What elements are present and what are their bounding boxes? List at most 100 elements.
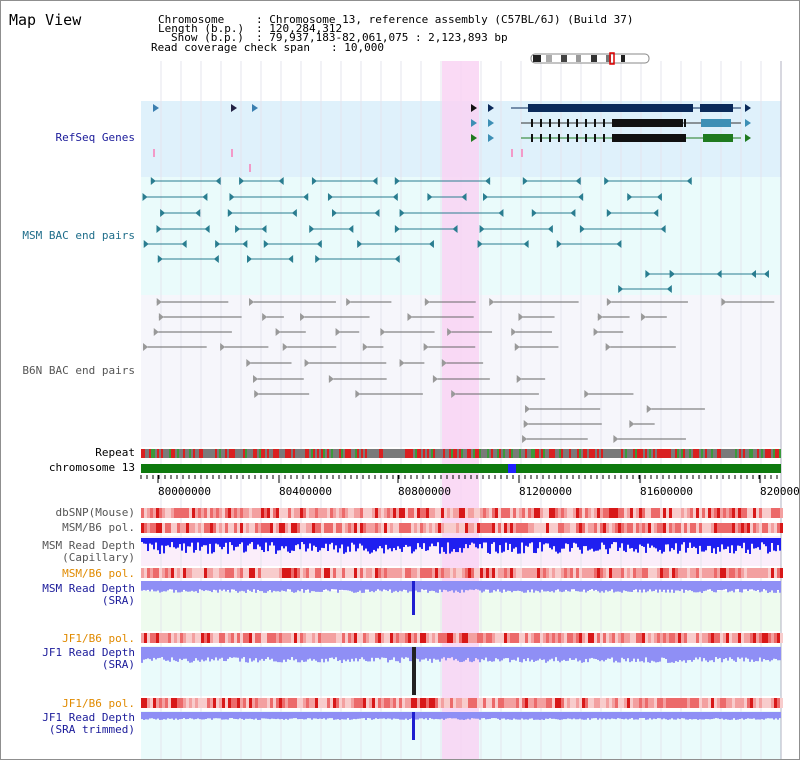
heat-mark — [534, 698, 537, 708]
depth-bar — [775, 581, 777, 593]
heat-mark — [618, 568, 621, 578]
heat-mark — [276, 568, 279, 578]
depth-bar — [553, 538, 555, 547]
depth-bar — [287, 581, 289, 590]
heat-mark — [144, 633, 147, 643]
heat-mark — [498, 523, 501, 533]
depth-bar — [505, 538, 507, 543]
depth-bar — [555, 538, 557, 552]
heat-mark — [738, 698, 741, 708]
depth-bar — [399, 581, 401, 591]
heat-mark — [612, 698, 615, 708]
repeat-mark — [585, 449, 587, 458]
heat-mark — [594, 698, 597, 708]
heat-mark — [576, 508, 579, 518]
bac-end-arrow — [604, 177, 610, 185]
depth-bar — [179, 712, 181, 720]
depth-bar — [727, 647, 729, 661]
heat-mark — [648, 508, 651, 518]
depth-bar — [559, 647, 561, 663]
repeat-mark — [695, 449, 697, 458]
bac-end-arrow — [215, 240, 221, 248]
depth-bar — [163, 581, 165, 592]
depth-bar — [367, 538, 369, 552]
heat-mark — [498, 508, 501, 518]
depth-bar — [223, 538, 225, 547]
heat-mark — [267, 633, 270, 643]
heat-mark — [249, 523, 252, 533]
depth-bar — [299, 581, 301, 592]
heat-mark — [636, 568, 639, 578]
heat-mark — [315, 633, 318, 643]
heat-mark — [345, 508, 348, 518]
heat-mark — [225, 523, 228, 533]
depth-bar — [435, 538, 437, 547]
heat-mark — [171, 508, 174, 518]
axis-tick-label: 80800000 — [398, 485, 451, 498]
depth-bar — [337, 712, 339, 720]
depth-bar — [549, 581, 551, 592]
depth-bar — [233, 712, 235, 719]
heat-mark — [168, 523, 171, 533]
depth-bar — [429, 712, 431, 719]
heat-mark — [204, 523, 207, 533]
bac-end-arrow — [394, 225, 400, 233]
heat-mark — [267, 523, 270, 533]
bac-end-arrow — [315, 255, 321, 263]
depth-bar — [321, 712, 323, 719]
depth-bar — [197, 581, 199, 593]
heat-mark — [579, 508, 582, 518]
depth-bar — [177, 538, 179, 548]
msm-pol-label: MSM/B6 pol. — [62, 521, 135, 534]
heat-mark — [576, 698, 579, 708]
depth-bar — [445, 538, 447, 554]
depth-spike — [412, 581, 415, 615]
heat-mark — [324, 698, 327, 708]
depth-bar — [477, 538, 479, 549]
depth-bar — [491, 712, 493, 719]
heat-mark — [327, 698, 330, 708]
heat-mark — [159, 633, 162, 643]
depth-bar — [177, 647, 179, 662]
depth-bar — [201, 581, 203, 591]
heat-mark — [549, 698, 552, 708]
heat-mark — [213, 698, 216, 708]
depth-bar — [405, 581, 407, 591]
depth-bar — [205, 712, 207, 719]
heat-mark — [189, 508, 192, 518]
heat-mark — [369, 508, 372, 518]
depth-bar — [597, 538, 599, 551]
depth-bar — [387, 712, 389, 719]
depth-bar — [747, 538, 749, 550]
depth-bar — [157, 538, 159, 551]
heat-mark — [174, 508, 177, 518]
depth-bar — [345, 647, 347, 662]
heat-mark — [183, 568, 186, 578]
heat-mark — [342, 508, 345, 518]
heat-mark — [402, 568, 405, 578]
depth-bar — [675, 581, 677, 591]
heat-mark — [150, 698, 153, 708]
heat-mark — [375, 698, 378, 708]
depth-bar — [699, 712, 701, 720]
depth-bar — [219, 538, 221, 547]
heat-mark — [270, 568, 273, 578]
heat-mark — [462, 633, 465, 643]
heat-mark — [573, 523, 576, 533]
heat-mark — [504, 523, 507, 533]
depth-bar — [751, 647, 753, 660]
heat-mark — [288, 633, 291, 643]
bac-end-arrow — [523, 240, 529, 248]
heat-mark — [480, 698, 483, 708]
depth-bar — [339, 712, 341, 720]
depth-bar — [149, 712, 151, 719]
gene-arrow — [488, 134, 494, 142]
depth-bar — [307, 712, 309, 719]
depth-bar — [737, 581, 739, 590]
bac-end-arrow — [332, 209, 338, 217]
depth-bar — [329, 581, 331, 592]
heat-mark — [780, 508, 783, 518]
repeat-mark — [491, 449, 493, 458]
depth-bar — [303, 647, 305, 662]
